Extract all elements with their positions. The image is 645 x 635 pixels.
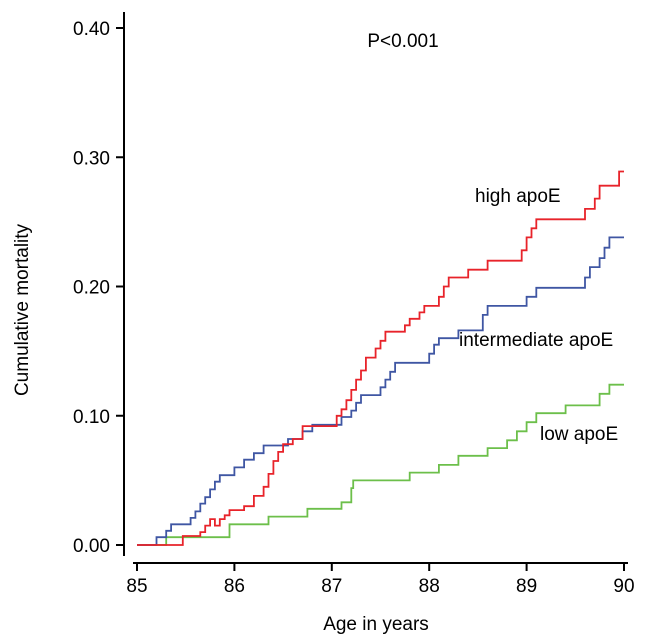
x-tick-label: 85 — [126, 576, 147, 597]
series-line-low-apoe — [137, 383, 624, 546]
series-label-high-apoe: high apoE — [475, 186, 561, 207]
x-tick-label: 89 — [516, 576, 537, 597]
y-tick-label: 0.10 — [73, 407, 110, 428]
x-tick-label: 88 — [419, 576, 440, 597]
x-tick-label: 86 — [224, 576, 245, 597]
series-label-low-apoe: low apoE — [540, 424, 618, 445]
series-line-intermediate-apoe — [137, 236, 624, 546]
y-tick-label: 0.00 — [73, 536, 110, 557]
y-tick-label: 0.30 — [73, 148, 110, 169]
x-tick-label: 87 — [321, 576, 342, 597]
x-axis-title: Age in years — [323, 614, 429, 635]
series-line-high-apoe — [137, 170, 624, 546]
axes: 0.00 0.10 0.20 0.30 0.40 85 86 87 88 89 90 — [73, 12, 635, 597]
x-tick-label: 90 — [613, 576, 634, 597]
y-tick-label: 0.20 — [73, 278, 110, 299]
y-axis-title: Cumulative mortality — [12, 223, 33, 396]
p-value-annotation: P<0.001 — [367, 31, 438, 52]
y-tick-label: 0.40 — [73, 19, 110, 40]
labels-layer: Age in years Cumulative mortality P<0.00… — [12, 31, 618, 635]
series-label-intermediate-apoe: intermediate apoE — [459, 330, 613, 351]
series-layer — [137, 170, 624, 546]
